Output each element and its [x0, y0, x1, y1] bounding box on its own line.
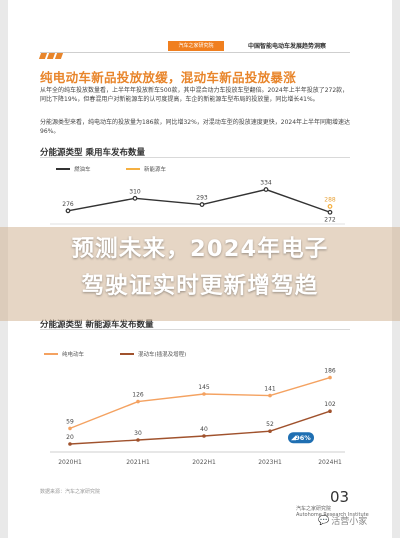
header-tab: 汽车之家研究院: [168, 41, 224, 51]
chart2-data-label: 20: [66, 434, 74, 441]
chart2-tick-label: 2021H1: [126, 459, 150, 466]
legend-swatch-icon: [120, 353, 134, 355]
banner-line-1: 预测未来，2024年电子: [71, 236, 329, 262]
chart2-data-label: 145: [198, 384, 210, 391]
chart2-divider: [40, 329, 350, 330]
legend-label: 混动车(插混及增程): [138, 352, 187, 358]
chart2-point: [202, 434, 206, 438]
legend-swatch-icon: [44, 353, 58, 355]
source-note: 数据来源：汽车之家研究院: [40, 489, 101, 495]
growth-badge-label: 96%: [295, 434, 311, 442]
chart1-data-label: 334: [260, 180, 272, 187]
chart2-data-label: 141: [264, 386, 276, 393]
chart2-point: [68, 442, 72, 446]
legend-label: 纯电动车: [62, 352, 85, 358]
header-divider: [40, 52, 350, 53]
chart2-tick-label: 2023H1: [258, 459, 282, 466]
chart2-tick-label: 2024H1: [318, 459, 342, 466]
arrow-up-icon: [291, 435, 296, 441]
body-paragraph-2: 分能源类型来看，纯电动车的投放量为186款，同比增32%，对混动车型的投放速度更…: [40, 119, 351, 135]
brand-line-2: Autohome Research Institute: [296, 512, 369, 518]
brand-block: 汽车之家研究院 Autohome Research Institute: [296, 506, 369, 518]
chart1-legend-nev: 新能源车: [126, 165, 166, 173]
chart2-legend-bev: 纯电动车: [44, 350, 84, 358]
chart2-point: [136, 438, 140, 442]
page-number: 03: [330, 488, 350, 506]
chart1-title: 分能源类型 乘用车发布数量: [40, 148, 145, 158]
chart1-data-label: 293: [196, 195, 208, 202]
report-title: 中国智能电动车发展趋势洞察: [248, 43, 327, 50]
chart1-data-label: 276: [62, 201, 74, 208]
legend-label: 新能源车: [144, 167, 167, 173]
chart2-data-label: 40: [200, 426, 208, 433]
chart2-point: [136, 399, 140, 404]
chart1-data-label: 310: [129, 188, 141, 195]
chart2-point: [202, 392, 206, 396]
chart1-point: [199, 202, 205, 207]
chart2-point: [268, 393, 272, 398]
chart2-data-label: 30: [134, 430, 142, 437]
chart2-data-label: 126: [132, 392, 144, 399]
chart2-data-label: 186: [324, 368, 336, 375]
legend-swatch-icon: [126, 168, 140, 170]
chart2-data-label: 102: [324, 401, 336, 408]
chart2-title: 分能源类型 新能源车发布数量: [40, 320, 154, 330]
header-stripe-icon: [38, 44, 64, 59]
section-heading: 纯电动车新品投放放缓，混动车新品投放暴涨: [40, 70, 297, 85]
chart2-tick-label: 2020H1: [58, 459, 82, 466]
watermark: 💬 活营小家: [318, 514, 368, 528]
body-paragraph-1: 从年全的纯车投放数量看，上半年年投放新车500款，其中混合动力车投放车型翻倍。2…: [40, 87, 349, 103]
chart2-legend-phev: 混动车(插混及增程): [120, 350, 186, 358]
banner-headline: 预测未来，2024年电子 驾驶证实时更新增驾趋: [0, 231, 400, 305]
watermark-text: 活营小家: [331, 517, 368, 527]
legend-swatch-icon: [56, 168, 70, 170]
chart1-divider: [40, 157, 350, 158]
chart1-plot: 276 310 293 334 272 288: [50, 180, 345, 225]
growth-badge: [288, 432, 314, 444]
chart1-data-label: 288: [324, 196, 336, 203]
chart1-legend-ice: 燃油车: [56, 165, 91, 173]
brand-line-1: 汽车之家研究院: [296, 506, 332, 512]
chart2-plot: 59 126 145 141 186 20 30 40 52 102 2020H1 2021H1 202…: [50, 368, 345, 466]
chart2-point: [68, 426, 72, 431]
chart1-data-label: 272: [324, 216, 336, 223]
banner-line-2: 驾驶证实时更新增驾趋: [81, 273, 319, 299]
chart2-data-label: 59: [66, 418, 74, 425]
chart2-tick-label: 2022H1: [192, 459, 216, 466]
chart1-point: [263, 187, 269, 192]
chart1-point: [65, 208, 71, 214]
chart2-point: [328, 409, 332, 413]
chart2-data-label: 52: [266, 421, 274, 428]
chart2-point: [268, 429, 272, 433]
legend-label: 燃油车: [74, 167, 91, 173]
chart2-point: [328, 375, 332, 380]
chart1-point: [327, 204, 333, 209]
chat-bubble-icon: 💬: [318, 515, 330, 526]
overlay-banner: [0, 227, 400, 321]
chart1-point: [327, 209, 333, 215]
chart1-point: [132, 195, 138, 201]
